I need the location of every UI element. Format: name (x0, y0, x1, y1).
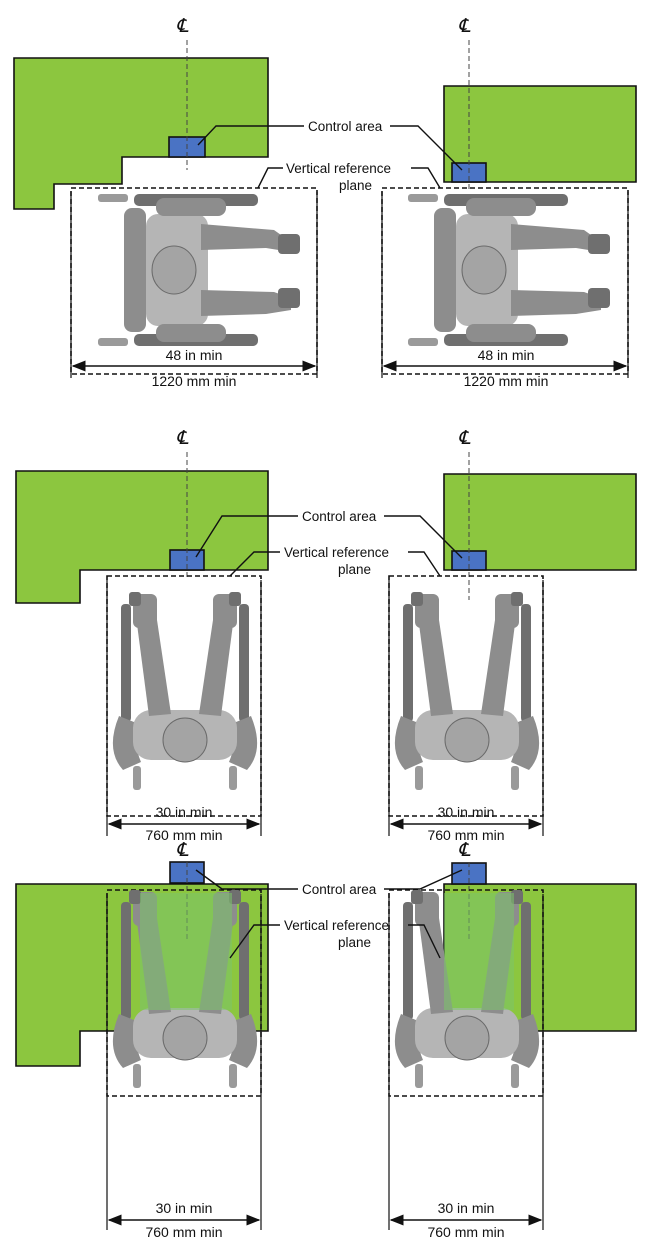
centerline-symbol-left: ℄ (176, 15, 189, 37)
vertical-reference-label-line1: Vertical reference (286, 161, 391, 176)
counter-left (14, 58, 268, 209)
vertical-reference-label-line2: plane (338, 935, 371, 950)
centerline-symbol-right: ℄ (458, 839, 471, 861)
dimension-mm-left: 760 mm min (145, 1224, 222, 1240)
vertical-reference-label-line2: plane (338, 562, 371, 577)
dimension-in-right: 48 in min (478, 347, 535, 363)
dimension-in-right: 30 in min (438, 1200, 495, 1216)
wheelchair-side-right (408, 194, 610, 346)
centerline-symbol-left: ℄ (176, 427, 189, 449)
vertical-reference-label-line1: Vertical reference (284, 918, 389, 933)
dimension-in-left: 30 in min (156, 1200, 213, 1216)
counter-left (16, 471, 268, 603)
dimension-in-right: 30 in min (438, 804, 495, 820)
centerline-symbol-right: ℄ (458, 427, 471, 449)
wheelchair-forward-left (113, 592, 257, 790)
dimension-in-left: 30 in min (156, 804, 213, 820)
panel-forward-approach: ℄ 30 in min 760 mm min ℄ 30 in min 760 m… (16, 427, 636, 843)
vertical-reference-label-line2: plane (339, 178, 372, 193)
centerline-symbol-right: ℄ (458, 15, 471, 37)
panel-parallel-approach: ℄ 48 in min 1220 mm min ℄ 48 in min 1220… (14, 15, 636, 389)
vertical-reference-label-line1: Vertical reference (284, 545, 389, 560)
control-area-label: Control area (308, 119, 383, 134)
control-area-label: Control area (302, 882, 377, 897)
dimension-mm-right: 1220 mm min (464, 373, 549, 389)
wheelchair-side-left (98, 194, 300, 346)
dimension-in-left: 48 in min (166, 347, 223, 363)
dimension-mm-right: 760 mm min (427, 1224, 504, 1240)
centerline-symbol-left: ℄ (176, 839, 189, 861)
wheelchair-forward-right (395, 592, 539, 790)
panel-forward-knee-clearance: ℄ 30 in min 760 mm min ℄ 30 in min 760 m… (16, 839, 636, 1240)
dimension-mm-left: 1220 mm min (152, 373, 237, 389)
control-area-label: Control area (302, 509, 377, 524)
